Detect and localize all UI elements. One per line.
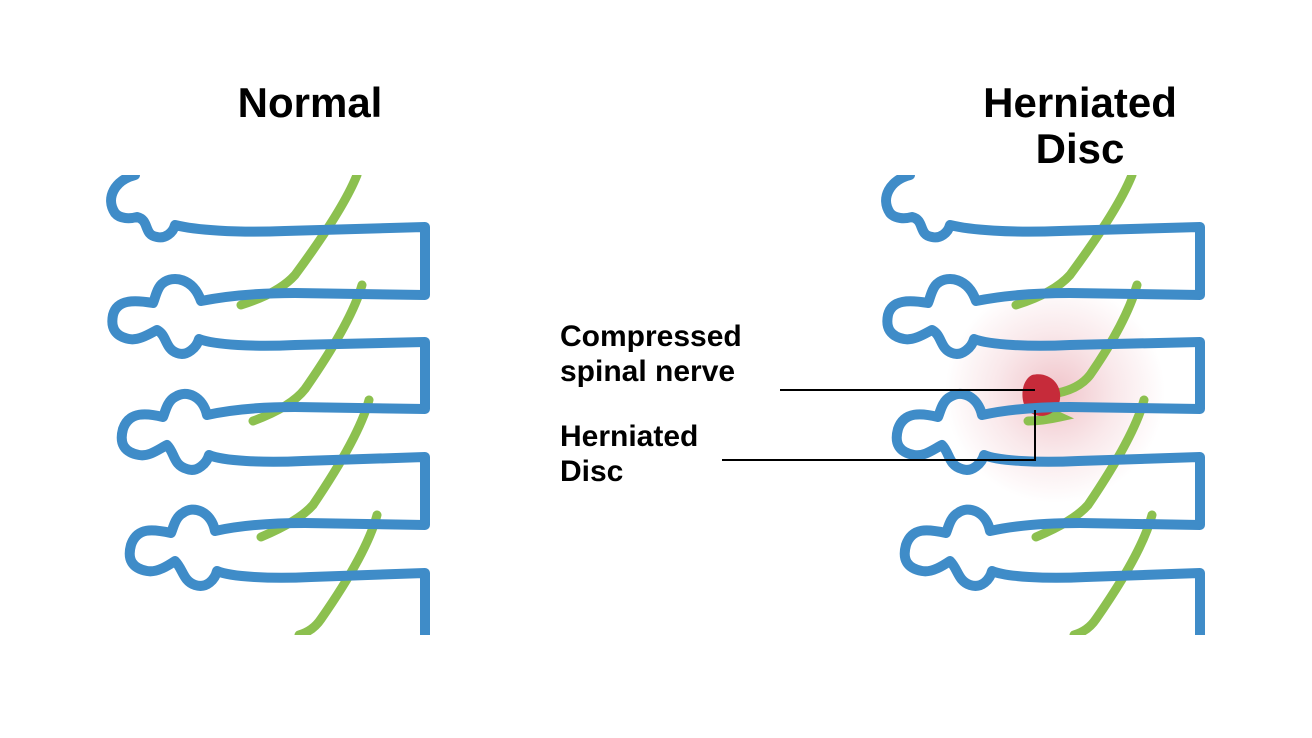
spinal-nerve-2 [261,400,369,537]
vertebrae-outline [111,175,425,635]
spinal-nerve-1 [253,285,362,421]
callout-herniated-disc: Herniated Disc [560,420,698,489]
callout-compressed-nerve: Compressed spinal nerve [560,320,742,389]
spinal-nerve-0 [241,175,357,305]
vertebrae-outline [886,175,1200,635]
spine-herniated [870,175,1230,635]
title-herniated: Herniated Disc [930,80,1230,172]
spine-normal [95,175,455,635]
title-normal: Normal [180,80,440,126]
